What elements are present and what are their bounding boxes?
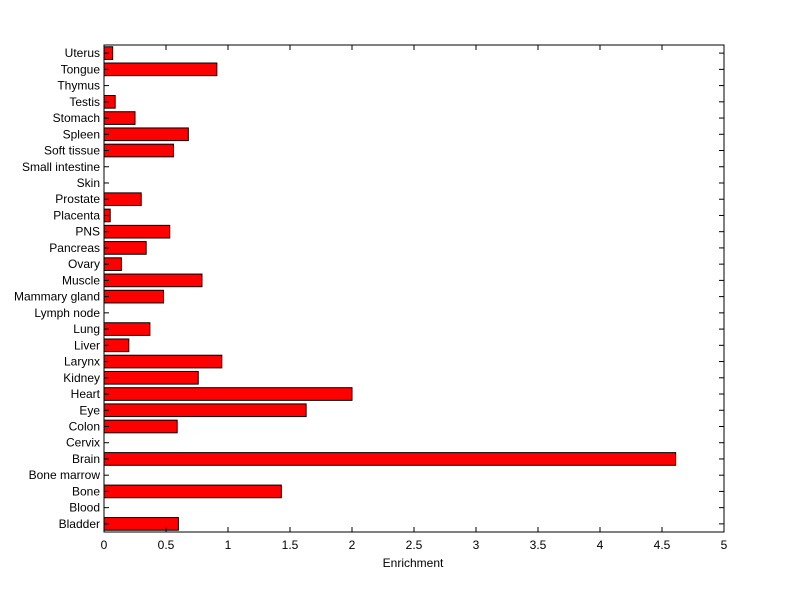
x-tick-label: 4.5 <box>654 538 671 552</box>
y-tick-label: Testis <box>69 95 100 109</box>
bar-prostate <box>103 192 142 207</box>
x-tick-label: 0 <box>101 538 108 552</box>
bar-soft-tissue <box>103 143 174 158</box>
x-tick-label: 3.5 <box>530 538 547 552</box>
x-tick-label: 5 <box>721 538 728 552</box>
bar-bladder <box>103 517 179 531</box>
bar-mammary-gland <box>103 289 165 304</box>
y-tick-label: Bone marrow <box>29 468 101 482</box>
y-tick-label: PNS <box>75 225 100 239</box>
bar-muscle <box>103 273 203 288</box>
y-axis: Bladder Blood Bone Bone marrow Brain Cervix Co… <box>14 46 724 531</box>
y-tick-label: Lymph node <box>34 306 100 320</box>
x-tick-label: 1 <box>225 538 232 552</box>
x-tick-label: 2.5 <box>406 538 423 552</box>
y-tick-label: Ovary <box>68 257 100 271</box>
bar-kidney <box>103 370 199 385</box>
bar-colon <box>103 419 178 434</box>
y-tick-label: Spleen <box>63 127 100 141</box>
y-tick-label: Lung <box>73 322 100 336</box>
x-tick-label: 4 <box>597 538 604 552</box>
x-tick-label: 0.5 <box>158 538 175 552</box>
y-tick-label: Mammary gland <box>14 290 100 304</box>
bar-lung <box>103 322 151 336</box>
y-tick-label: Uterus <box>65 46 100 60</box>
y-tick-label: Colon <box>69 419 100 433</box>
y-tick-label: Placenta <box>53 208 100 222</box>
bar-pns <box>103 224 171 239</box>
y-tick-label: Pancreas <box>49 241 100 255</box>
y-tick-label: Eye <box>79 403 100 417</box>
y-tick-label: Soft tissue <box>44 144 100 158</box>
bar-heart <box>103 387 353 401</box>
x-tick-label: 3 <box>473 538 480 552</box>
bar-pancreas <box>103 241 147 255</box>
y-tick-label: Skin <box>77 176 100 190</box>
y-tick-label: Thymus <box>57 79 100 93</box>
y-tick-label: Blood <box>69 501 100 515</box>
bar-eye <box>103 403 307 418</box>
y-tick-label: Heart <box>71 387 101 401</box>
bar-bone <box>103 484 282 499</box>
bar-spleen <box>103 127 189 142</box>
bars-group <box>103 46 677 531</box>
y-tick-label: Small intestine <box>22 160 100 174</box>
y-tick-label: Cervix <box>66 436 100 450</box>
plot-area <box>103 44 725 533</box>
bar-brain <box>103 452 677 466</box>
y-tick-label: Kidney <box>63 371 100 385</box>
x-axis: 0 0.5 1 1.5 2 2.5 3 3.5 4 4.5 5 <box>101 45 728 552</box>
y-tick-label: Brain <box>72 452 100 466</box>
x-tick-label: 1.5 <box>282 538 299 552</box>
x-axis-title: Enrichment <box>383 556 444 570</box>
y-tick-label: Larynx <box>64 355 100 369</box>
y-tick-label: Prostate <box>55 192 100 206</box>
y-tick-label: Liver <box>74 338 100 352</box>
bar-larynx <box>103 354 223 369</box>
bar-tongue <box>103 62 218 77</box>
y-tick-label: Muscle <box>62 273 100 287</box>
y-tick-label: Bladder <box>59 517 100 531</box>
y-tick-label: Tongue <box>61 62 101 76</box>
y-tick-label: Bone <box>72 484 100 498</box>
x-tick-label: 2 <box>349 538 356 552</box>
y-tick-label: Stomach <box>53 111 100 125</box>
